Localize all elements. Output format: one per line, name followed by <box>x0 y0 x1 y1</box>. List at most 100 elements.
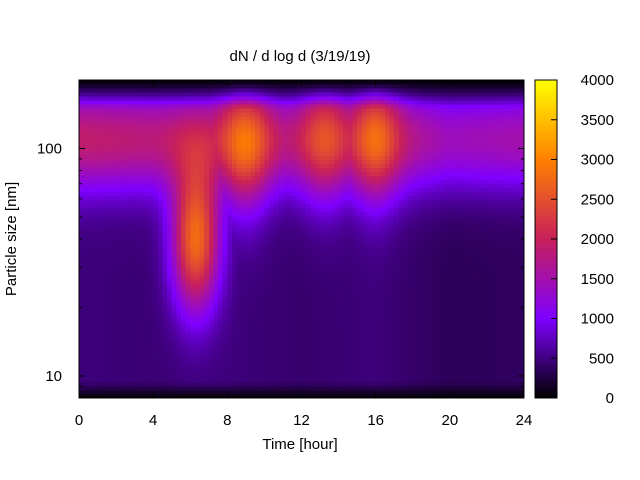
heatmap-cell <box>250 262 256 268</box>
heatmap-cell <box>204 239 210 244</box>
heatmap-cell <box>176 103 182 109</box>
heatmap-cell <box>347 159 354 165</box>
heatmap-cell <box>241 362 247 367</box>
heatmap-cell <box>236 231 242 236</box>
heatmap-cell <box>153 123 159 129</box>
heatmap-cell <box>106 362 113 367</box>
heatmap-cell <box>241 358 247 363</box>
heatmap-cell <box>148 219 154 224</box>
heatmap-cell <box>176 175 182 180</box>
heatmap-cell <box>306 123 312 129</box>
heatmap-cell <box>292 95 298 101</box>
heatmap-cell <box>208 199 215 204</box>
heatmap-cell <box>245 322 252 328</box>
heatmap-cell <box>338 203 344 208</box>
heatmap-cell <box>236 203 242 208</box>
heatmap-cell <box>324 175 330 180</box>
heatmap-cell <box>329 227 335 232</box>
heatmap-cell <box>301 358 307 363</box>
heatmap-cell <box>222 362 228 367</box>
heatmap-cell <box>218 151 224 157</box>
heatmap-cell <box>83 302 89 308</box>
heatmap-cell <box>296 310 303 316</box>
heatmap-cell <box>352 334 358 339</box>
heatmap-cell <box>167 135 173 141</box>
heatmap-cell <box>338 159 344 165</box>
heatmap-cell <box>333 183 340 188</box>
heatmap-cell <box>324 358 330 363</box>
heatmap-cell <box>343 203 349 208</box>
heatmap-cell <box>296 386 303 391</box>
heatmap-cell <box>143 155 150 161</box>
heatmap-cell <box>236 306 242 312</box>
heatmap-cell <box>97 298 103 304</box>
heatmap-cell <box>171 346 177 351</box>
heatmap-cell <box>241 382 247 387</box>
heatmap-cell <box>357 314 363 320</box>
heatmap-cell <box>259 163 266 169</box>
heatmap-cell <box>259 183 266 188</box>
heatmap-cell <box>92 262 99 268</box>
heatmap-cell <box>287 242 293 248</box>
heatmap-cell <box>106 370 113 375</box>
heatmap-cell <box>148 155 154 161</box>
heatmap-cell <box>296 80 303 85</box>
heatmap-cell <box>255 254 261 260</box>
heatmap-cell <box>125 242 131 248</box>
heatmap-cell <box>88 151 94 157</box>
heatmap-cell <box>153 394 159 399</box>
heatmap-cell <box>111 223 117 228</box>
heatmap-cell <box>148 290 154 296</box>
heatmap-cell <box>347 127 354 133</box>
heatmap-cell <box>357 227 363 232</box>
heatmap-cell <box>301 199 307 204</box>
heatmap-cell <box>245 346 252 351</box>
heatmap-cell <box>301 171 307 176</box>
heatmap-cell <box>278 143 284 149</box>
heatmap-cell <box>338 147 344 153</box>
heatmap-cell <box>269 115 275 121</box>
heatmap-cell <box>343 278 349 284</box>
heatmap-cell <box>222 358 228 363</box>
heatmap-cell <box>125 179 131 184</box>
heatmap-cell <box>231 83 238 89</box>
heatmap-cell <box>208 131 215 137</box>
heatmap-cell <box>171 199 177 204</box>
heatmap-cell <box>88 167 94 173</box>
heatmap-cell <box>97 346 103 351</box>
heatmap-cell <box>180 250 187 256</box>
heatmap-cell <box>180 83 187 89</box>
heatmap-cell <box>273 199 279 204</box>
heatmap-cell <box>222 191 228 196</box>
heatmap-cell <box>269 294 275 300</box>
heatmap-cell <box>250 111 256 117</box>
heatmap-cell <box>167 111 173 117</box>
heatmap-cell <box>231 191 238 196</box>
heatmap-cell <box>282 298 289 304</box>
heatmap-cell <box>199 242 205 248</box>
heatmap-cell <box>134 151 140 157</box>
heatmap-cell <box>255 155 261 161</box>
heatmap-cell <box>125 386 131 391</box>
heatmap-cell <box>231 298 238 304</box>
heatmap-cell <box>250 227 256 232</box>
heatmap-cell <box>296 107 303 113</box>
heatmap-cell <box>255 306 261 312</box>
heatmap-cell <box>153 266 159 272</box>
heatmap-cell <box>180 278 187 284</box>
heatmap-cell <box>245 366 252 371</box>
heatmap-cell <box>245 310 252 316</box>
heatmap-cell <box>148 183 154 188</box>
heatmap-cell <box>361 151 367 157</box>
heatmap-cell <box>102 80 108 85</box>
heatmap-cell <box>352 195 358 200</box>
heatmap-cell <box>92 330 99 336</box>
heatmap-cell <box>269 155 275 161</box>
heatmap-cell <box>250 350 256 355</box>
heatmap-cell <box>361 294 367 300</box>
heatmap-cell <box>306 171 312 176</box>
heatmap-cell <box>185 163 191 169</box>
heatmap-cell <box>79 378 85 383</box>
heatmap-cell <box>116 179 122 184</box>
heatmap-cell <box>222 294 228 300</box>
